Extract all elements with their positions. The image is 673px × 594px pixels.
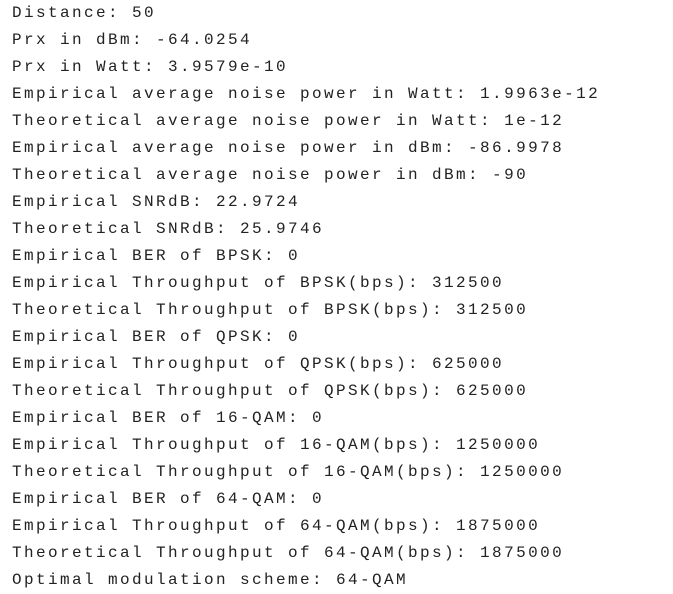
output-line: Theoretical Throughput of 64-QAM(bps): 1… xyxy=(12,544,565,562)
output-line: Empirical Throughput of 64-QAM(bps): 187… xyxy=(12,517,541,535)
output-line: Theoretical average noise power in Watt:… xyxy=(12,112,565,130)
output-line: Prx in Watt: 3.9579e-10 xyxy=(12,58,289,76)
output-line: Theoretical average noise power in dBm: … xyxy=(12,166,529,184)
output-line: Optimal modulation scheme: 64-QAM xyxy=(12,571,409,589)
output-line: Empirical BER of QPSK: 0 xyxy=(12,328,301,346)
output-line: Theoretical Throughput of QPSK(bps): 625… xyxy=(12,382,529,400)
output-line: Empirical average noise power in Watt: 1… xyxy=(12,85,601,103)
output-line: Theoretical Throughput of 16-QAM(bps): 1… xyxy=(12,463,565,481)
output-line: Theoretical Throughput of BPSK(bps): 312… xyxy=(12,301,529,319)
output-line: Empirical BER of 64-QAM: 0 xyxy=(12,490,325,508)
output-line: Distance: 50 xyxy=(12,4,157,22)
output-line: Empirical BER of BPSK: 0 xyxy=(12,247,301,265)
output-line: Theoretical SNRdB: 25.9746 xyxy=(12,220,325,238)
output-line: Empirical BER of 16-QAM: 0 xyxy=(12,409,325,427)
output-line: Empirical Throughput of QPSK(bps): 62500… xyxy=(12,355,505,373)
output-line: Empirical Throughput of BPSK(bps): 31250… xyxy=(12,274,505,292)
output-line: Empirical average noise power in dBm: -8… xyxy=(12,139,565,157)
output-line: Empirical SNRdB: 22.9724 xyxy=(12,193,301,211)
output-line: Empirical Throughput of 16-QAM(bps): 125… xyxy=(12,436,541,454)
output-line: Prx in dBm: -64.0254 xyxy=(12,31,253,49)
